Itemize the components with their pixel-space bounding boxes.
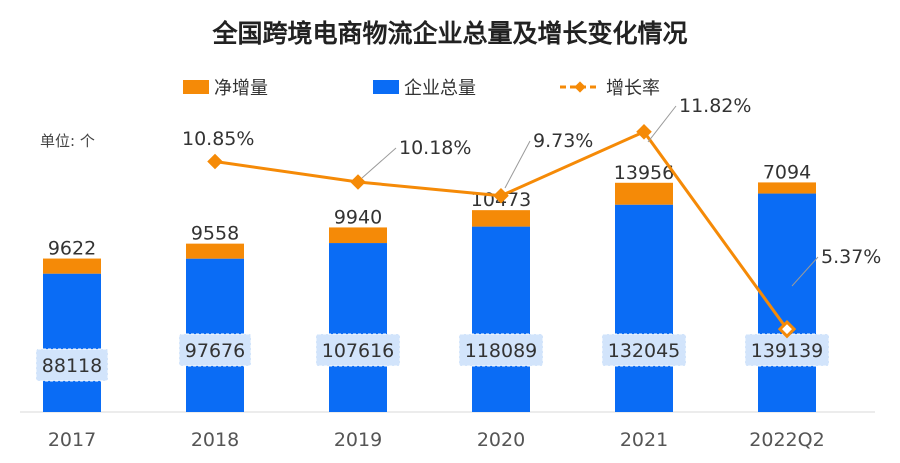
x-tick-2021: 2021 [620, 429, 668, 451]
rate-label-2019: 10.18% [399, 137, 471, 159]
label-total-2019: 107616 [322, 340, 395, 362]
bar-increment-2017 [43, 258, 101, 274]
rate-leader-2021 [647, 105, 677, 143]
label-box-total-2017 [35, 348, 109, 382]
label-total-2018: 97676 [185, 340, 245, 362]
x-tick-2020: 2020 [477, 429, 525, 451]
bar-increment-2021 [615, 182, 673, 205]
legend-swatch-increment [183, 80, 209, 94]
label-increment-2022Q2: 7094 [763, 161, 811, 183]
label-total-2020: 118089 [465, 340, 538, 362]
x-axis-ticks: 2017 2018 2019 2020 2021 2022Q2 [48, 429, 825, 451]
label-increment-2019: 9940 [334, 206, 382, 228]
label-increment-2017: 9622 [48, 238, 96, 260]
rate-point-2020 [493, 187, 509, 204]
bar-total-2021 [615, 204, 673, 412]
bar-increment-2022Q2 [758, 182, 816, 194]
rate-label-2020: 9.73% [533, 130, 593, 152]
rate-label-2021: 11.82% [679, 95, 751, 117]
label-total-2022Q2: 139139 [751, 340, 824, 362]
label-increment-2018: 9558 [191, 223, 239, 245]
legend-marker-rate [574, 81, 586, 93]
legend-label-total: 企业总量 [404, 78, 476, 99]
rate-label-2022Q2: 5.37% [821, 246, 881, 268]
bar-total-2019 [329, 243, 387, 412]
bar-increment-2018 [186, 243, 244, 259]
label-box-total-2018 [178, 333, 252, 367]
legend-swatch-total [373, 80, 399, 94]
rate-point-2018 [207, 153, 223, 170]
label-increment-2021: 13956 [614, 162, 674, 184]
rate-leader-2022Q2 [791, 256, 819, 287]
legend: 净增量 企业总量 增长率 [183, 78, 660, 99]
unit-label: 单位: 个 [40, 132, 95, 150]
bar-increment-2019 [329, 227, 387, 244]
rate-point-2021 [636, 124, 652, 140]
label-total-2017: 88118 [42, 355, 102, 377]
bar-increment-2020 [472, 210, 530, 227]
rate-leader-2020 [504, 140, 531, 189]
rate-point-2019 [350, 174, 366, 190]
label-box-total-2019 [315, 333, 401, 367]
label-total-2021: 132045 [608, 340, 681, 362]
chart-title: 全国跨境电商物流企业总量及增长变化情况 [211, 19, 687, 48]
label-box-total-2020 [458, 333, 544, 367]
rate-label-2018: 10.85% [182, 128, 254, 150]
growth-rate-line: 10.85% 10.18% 9.73% 11.82% 5.37% [182, 95, 881, 339]
x-tick-2019: 2019 [334, 429, 382, 451]
x-tick-2022Q2: 2022Q2 [749, 429, 824, 451]
x-tick-2018: 2018 [191, 429, 239, 451]
rate-point-2022Q2 [777, 319, 797, 339]
bar-total-2017 [43, 273, 101, 412]
label-box-total-2021 [601, 333, 687, 367]
bar-total-2020 [472, 226, 530, 412]
legend-label-rate: 增长率 [606, 78, 660, 99]
x-tick-2017: 2017 [48, 429, 96, 451]
rate-leader-2019 [361, 147, 397, 179]
legend-label-increment: 净增量 [214, 78, 268, 99]
bars: 9622881189558976769940107616104731180891… [35, 161, 830, 412]
